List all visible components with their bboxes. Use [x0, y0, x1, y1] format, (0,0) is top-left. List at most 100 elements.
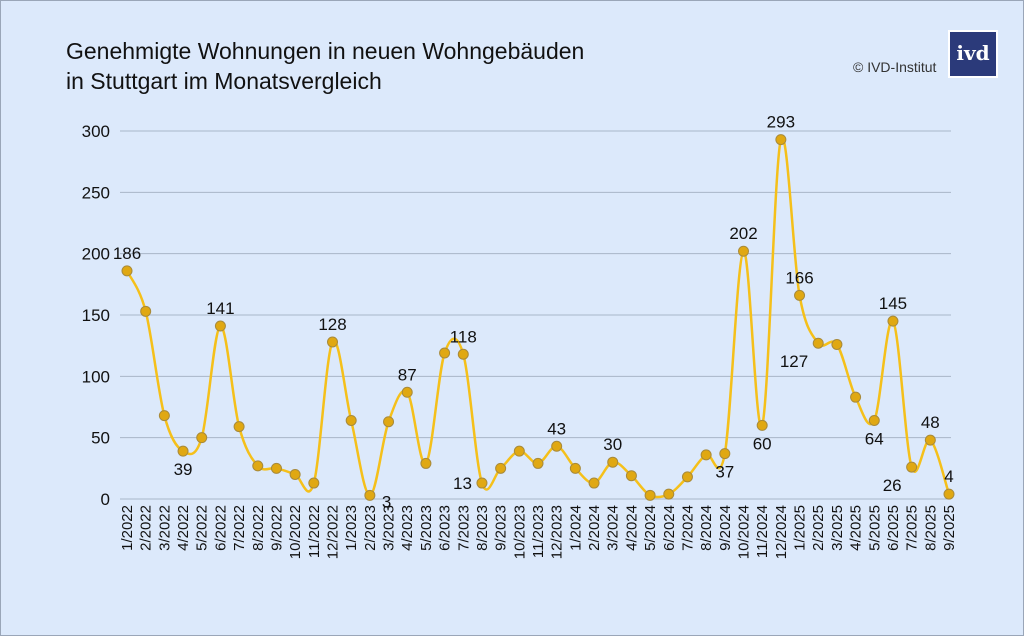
data-point: [383, 416, 395, 428]
data-point: [588, 477, 600, 489]
x-tick-label: 1/2022: [119, 505, 136, 551]
data-label: 43: [547, 419, 566, 438]
x-tick-label: 9/2022: [268, 505, 285, 551]
data-point: [233, 421, 245, 433]
data-label: 202: [729, 224, 757, 243]
x-tick-label: 2/2023: [362, 505, 379, 551]
data-label: 26: [883, 476, 902, 495]
x-tick-label: 2/2022: [138, 505, 155, 551]
x-tick-label: 4/2024: [623, 505, 640, 551]
data-point: [906, 461, 918, 473]
data-point: [513, 445, 525, 457]
y-tick-label: 150: [82, 306, 110, 325]
x-tick-label: 1/2024: [567, 505, 584, 551]
x-tick-label: 2/2024: [586, 505, 603, 551]
x-tick-label: 9/2025: [941, 505, 958, 551]
x-tick-label: 8/2025: [922, 505, 939, 551]
data-point: [214, 320, 226, 332]
data-point: [532, 457, 544, 469]
data-point: [270, 462, 282, 474]
ivd-logo: ivd: [948, 30, 998, 78]
x-tick-label: 10/2024: [736, 505, 753, 559]
data-point: [831, 338, 843, 350]
x-tick-label: 5/2024: [642, 505, 659, 551]
data-point: [924, 434, 936, 446]
data-label: 60: [753, 434, 772, 453]
data-point: [252, 460, 264, 472]
data-point: [812, 337, 824, 349]
data-label: 186: [113, 244, 141, 263]
data-point: [794, 289, 806, 301]
data-point: [738, 245, 749, 257]
data-point: [401, 386, 413, 398]
data-point: [756, 419, 768, 431]
x-tick-label: 11/2022: [306, 505, 323, 558]
x-tick-label: 7/2024: [679, 505, 696, 551]
data-point: [681, 471, 693, 483]
data-point: [420, 457, 432, 469]
data-point: [196, 432, 208, 444]
data-label: 13: [453, 474, 472, 493]
x-tick-label: 4/2022: [175, 505, 192, 551]
x-tick-label: 11/2023: [530, 505, 547, 558]
data-label: 4: [944, 467, 953, 486]
x-tick-label: 7/2025: [904, 505, 921, 551]
data-point: [140, 305, 152, 317]
x-tick-label: 4/2023: [399, 505, 416, 551]
x-tick-label: 9/2023: [493, 505, 510, 551]
data-point: [850, 391, 862, 403]
data-label: 39: [174, 460, 193, 479]
data-point: [439, 347, 451, 359]
x-tick-label: 6/2023: [437, 505, 454, 551]
data-label: 141: [206, 299, 234, 318]
data-point: [607, 456, 619, 468]
data-label: 293: [767, 113, 795, 132]
data-point: [158, 410, 170, 422]
data-point: [551, 440, 563, 452]
data-label: 145: [879, 294, 907, 313]
x-tick-label: 12/2024: [773, 505, 790, 559]
x-tick-label: 3/2022: [156, 505, 173, 551]
data-label: 37: [715, 463, 734, 482]
y-tick-label: 0: [101, 490, 110, 509]
data-label: 128: [318, 315, 346, 334]
data-point: [625, 470, 637, 482]
x-tick-label: 12/2022: [325, 505, 342, 559]
x-tick-label: 3/2023: [381, 505, 398, 551]
x-tick-label: 8/2022: [250, 505, 267, 551]
x-tick-label: 12/2023: [549, 505, 566, 559]
data-point: [327, 336, 338, 348]
data-point: [289, 468, 301, 480]
data-label: 48: [921, 413, 940, 432]
data-label: 64: [865, 429, 884, 448]
data-label: 87: [398, 365, 417, 384]
data-point: [345, 414, 357, 426]
data-point: [308, 477, 320, 489]
x-tick-label: 5/2023: [418, 505, 435, 551]
x-tick-label: 2/2025: [810, 505, 827, 551]
x-tick-label: 3/2024: [605, 505, 622, 551]
x-tick-label: 1/2023: [343, 505, 360, 551]
data-label: 118: [450, 327, 477, 346]
data-point: [121, 265, 133, 277]
data-point: [644, 489, 656, 501]
data-point: [719, 448, 731, 460]
x-tick-label: 5/2022: [194, 505, 211, 551]
data-point: [775, 134, 787, 146]
x-tick-label: 1/2025: [792, 505, 809, 551]
x-tick-label: 8/2023: [474, 505, 491, 551]
x-tick-label: 6/2022: [212, 505, 229, 551]
x-tick-label: 3/2025: [829, 505, 846, 551]
y-tick-label: 200: [82, 245, 110, 264]
x-tick-label: 4/2025: [848, 505, 865, 551]
data-point: [868, 414, 880, 426]
y-tick-label: 250: [82, 183, 110, 202]
title-line-2: in Stuttgart im Monatsvergleich: [66, 68, 382, 94]
x-tick-label: 11/2024: [754, 505, 771, 558]
data-point: [943, 488, 955, 500]
data-point: [887, 315, 899, 327]
series-line: [125, 136, 951, 499]
title-line-1: Genehmigte Wohnungen in neuen Wohngebäud…: [66, 38, 585, 64]
x-tick-label: 10/2023: [511, 505, 528, 559]
